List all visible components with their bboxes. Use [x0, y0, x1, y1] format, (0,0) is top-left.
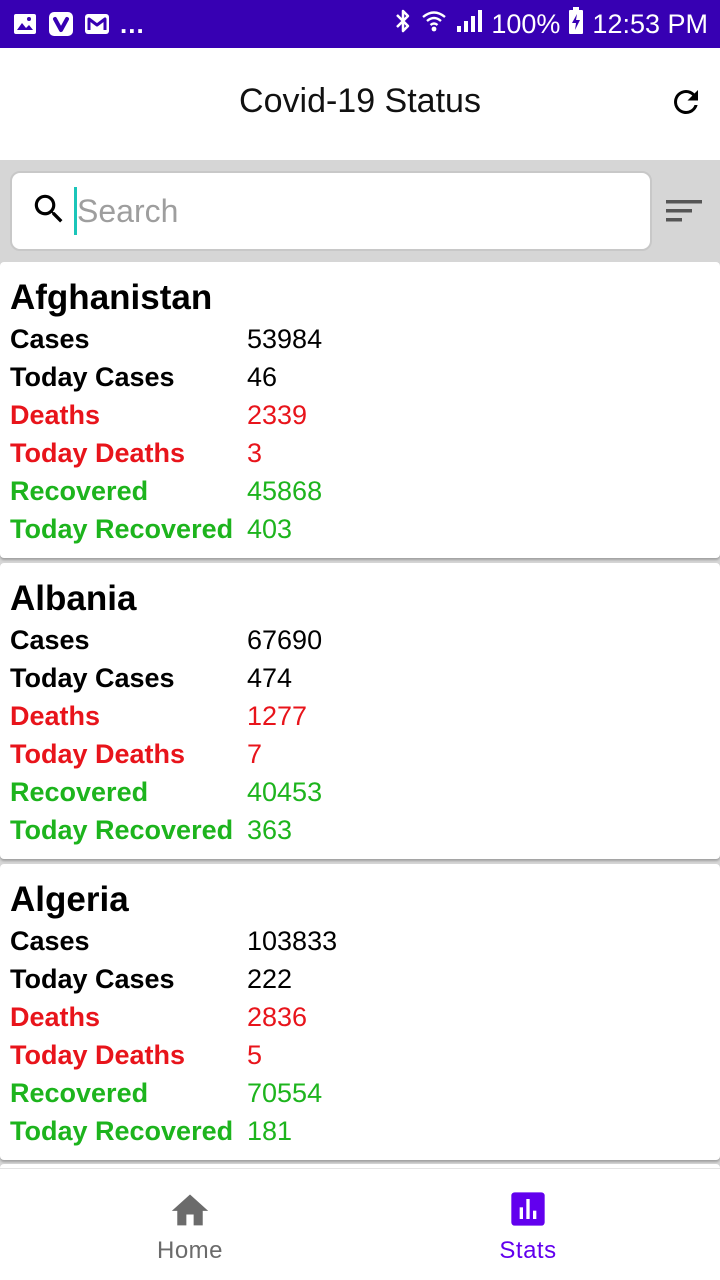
- country-card[interactable]: Albania Cases 67690 Today Cases 474 Deaths…: [0, 563, 720, 859]
- refresh-button[interactable]: [666, 82, 706, 122]
- stat-value: 67690: [247, 624, 323, 655]
- country-name: Algeria: [10, 880, 129, 919]
- stat-value: 1277: [247, 700, 308, 731]
- stat-label: Today Recovered: [10, 513, 234, 544]
- stat-value: 40453: [247, 776, 323, 807]
- stat-value: 103833: [247, 925, 338, 956]
- stat-value: 45868: [247, 475, 323, 506]
- search-row: [0, 160, 720, 260]
- stat-value: 474: [247, 662, 293, 693]
- stat-value: 363: [247, 814, 293, 845]
- stat-row-today-recovered: Today Recovered 181: [10, 1112, 710, 1150]
- stat-label: Today Cases: [10, 361, 175, 392]
- home-icon: [171, 1194, 209, 1226]
- stat-label: Today Cases: [10, 963, 175, 994]
- stat-row-cases: Cases 67690: [10, 621, 710, 659]
- stat-label: Recovered: [10, 1077, 149, 1108]
- nav-stats[interactable]: Stats: [348, 1169, 708, 1280]
- stat-value: 7: [247, 738, 263, 769]
- signal-icon: [455, 8, 483, 41]
- stat-label: Cases: [10, 323, 90, 354]
- bluetooth-icon: [393, 7, 413, 42]
- stat-row-recovered: Recovered 40453: [10, 773, 710, 811]
- app-bar: Covid-19 Status: [0, 48, 720, 160]
- search-input[interactable]: [74, 187, 594, 235]
- stat-value: 181: [247, 1115, 293, 1146]
- stat-label: Deaths: [10, 399, 101, 430]
- stat-value: 222: [247, 963, 293, 994]
- stat-label: Today Deaths: [10, 738, 186, 769]
- nav-home[interactable]: Home: [10, 1169, 370, 1280]
- stat-label: Recovered: [10, 475, 149, 506]
- stat-row-today-recovered: Today Recovered 403: [10, 510, 710, 548]
- battery-percent: 100%: [491, 8, 561, 39]
- stat-value: 2339: [247, 399, 308, 430]
- bar-chart-icon: [511, 1192, 545, 1226]
- page-title: Covid-19 Status: [239, 82, 481, 120]
- country-card[interactable]: Afghanistan Cases 53984 Today Cases 46 Dea…: [0, 262, 720, 558]
- stat-row-today-cases: Today Cases 46: [10, 358, 710, 396]
- vivaldi-notification-icon: [48, 12, 74, 36]
- battery-charging-icon: [568, 6, 584, 42]
- stat-label: Recovered: [10, 776, 149, 807]
- stat-row-recovered: Recovered 45868: [10, 472, 710, 510]
- stat-value: 70554: [247, 1077, 323, 1108]
- search-box[interactable]: [10, 171, 652, 251]
- nav-stats-label: Stats: [499, 1237, 557, 1264]
- stat-value: 5: [247, 1039, 263, 1070]
- country-name: Albania: [10, 579, 137, 618]
- overflow-notifications: ...: [120, 9, 145, 39]
- mail-notification-icon: [84, 12, 110, 36]
- refresh-icon: [674, 90, 698, 114]
- wifi-icon: [421, 8, 447, 41]
- stat-label: Today Cases: [10, 662, 175, 693]
- stat-row-deaths: Deaths 2339: [10, 396, 710, 434]
- stat-row-today-recovered: Today Recovered 363: [10, 811, 710, 849]
- stat-row-cases: Cases 103833: [10, 922, 710, 960]
- stat-row-today-cases: Today Cases 474: [10, 659, 710, 697]
- stat-value: 2836: [247, 1001, 308, 1032]
- stat-label: Today Deaths: [10, 1039, 186, 1070]
- stat-value: 3: [247, 437, 263, 468]
- stat-row-today-deaths: Today Deaths 3: [10, 434, 710, 472]
- stat-label: Deaths: [10, 1001, 101, 1032]
- nav-home-label: Home: [156, 1237, 224, 1264]
- stat-label: Deaths: [10, 700, 101, 731]
- stat-value: 46: [247, 361, 278, 392]
- stat-row-today-deaths: Today Deaths 7: [10, 735, 710, 773]
- sort-button[interactable]: [664, 194, 706, 228]
- stat-label: Cases: [10, 925, 90, 956]
- stat-row-cases: Cases 53984: [10, 320, 710, 358]
- stat-row-deaths: Deaths 1277: [10, 697, 710, 735]
- stat-label: Today Recovered: [10, 1115, 234, 1146]
- clock: 12:53 PM: [592, 8, 708, 39]
- country-name: Afghanistan: [10, 278, 213, 317]
- stat-label: Today Deaths: [10, 437, 186, 468]
- stat-row-today-deaths: Today Deaths 5: [10, 1036, 710, 1074]
- status-bar: ... 100% 12:53 PM: [0, 0, 720, 48]
- stat-value: 53984: [247, 323, 323, 354]
- stat-value: 403: [247, 513, 293, 544]
- country-card[interactable]: Algeria Cases 103833 Today Cases 222 Death…: [0, 864, 720, 1160]
- stat-label: Cases: [10, 624, 90, 655]
- search-icon: [30, 190, 68, 233]
- stat-row-deaths: Deaths 2836: [10, 998, 710, 1036]
- stat-label: Today Recovered: [10, 814, 234, 845]
- gallery-notification-icon: [12, 12, 38, 36]
- sort-icon: [666, 200, 702, 222]
- country-list: Afghanistan Cases 53984 Today Cases 46 Dea…: [0, 262, 720, 1165]
- stat-row-recovered: Recovered 70554: [10, 1074, 710, 1112]
- stat-row-today-cases: Today Cases 222: [10, 960, 710, 998]
- bottom-navigation: Home Stats: [0, 1168, 720, 1280]
